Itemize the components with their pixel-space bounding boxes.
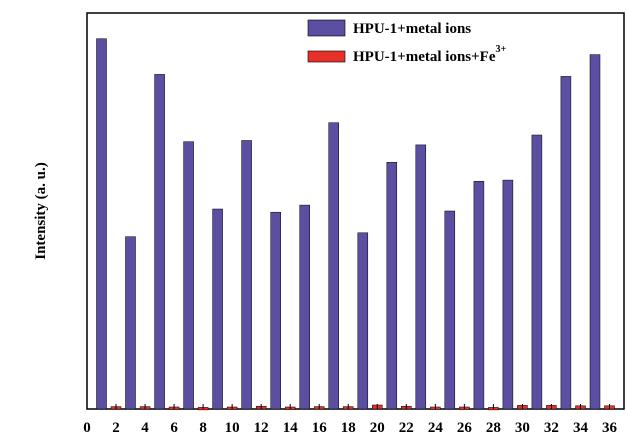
x-tick-label-8: 8 [199, 420, 207, 436]
legend-label-series-1: HPU-1+metal ions [353, 21, 471, 37]
x-tick-label-26: 26 [457, 420, 473, 436]
bar-series-1-x-9 [212, 208, 223, 410]
bar-series-1-x-17 [328, 122, 339, 410]
x-tick-label-34: 34 [573, 420, 589, 436]
bars-group [96, 38, 615, 411]
x-tick-label-32: 32 [544, 420, 559, 436]
bar-series-1-x-29 [502, 179, 514, 410]
x-tick-label-16: 16 [312, 420, 328, 436]
bar-series-1-x-15 [299, 204, 310, 410]
bar-series-1-x-5 [154, 74, 165, 410]
bar-series-1-x-33 [560, 76, 572, 410]
x-tick-label-0: 0 [83, 420, 91, 436]
x-tick-label-10: 10 [225, 420, 240, 436]
x-tick-label-30: 30 [515, 420, 530, 436]
x-tick-label-4: 4 [141, 420, 149, 436]
bar-series-1-x-13 [270, 211, 281, 410]
bar-series-1-x-31 [531, 134, 543, 410]
bar-series-1-x-1 [96, 38, 107, 410]
x-tick-label-2: 2 [112, 420, 120, 436]
x-tick-label-20: 20 [370, 420, 385, 436]
legend: HPU-1+metal ions HPU-1+metal ions+Fe3+ [307, 19, 507, 65]
x-tick-label-22: 22 [399, 420, 414, 436]
bar-series-1-x-3 [125, 236, 136, 410]
y-axis-label: Intensity (a. u.) [33, 162, 49, 260]
x-tick-label-14: 14 [283, 420, 299, 436]
bar-series-1-x-21 [386, 162, 398, 410]
legend-swatch-series-1 [307, 19, 346, 37]
bar-series-1-x-27 [473, 181, 485, 410]
legend-label-series-2: HPU-1+metal ions+Fe3+ [353, 44, 507, 65]
legend-swatch-series-2 [307, 50, 346, 63]
x-tick-label-12: 12 [254, 420, 269, 436]
x-tick-label-36: 36 [602, 420, 618, 436]
bar-series-1-x-11 [241, 140, 252, 410]
legend-label-series-2-superscript: 3+ [496, 44, 507, 55]
bar-series-1-x-7 [183, 141, 194, 410]
bar-series-1-x-35 [589, 54, 601, 410]
x-axis-ticks: 0 2 4 6 8 10 12 14 16 18 20 22 24 26 28 30 32 34 36 [83, 404, 617, 436]
bar-series-1-x-23 [415, 144, 427, 410]
bar-series-1-x-25 [444, 210, 456, 410]
x-tick-label-6: 6 [170, 420, 178, 436]
x-tick-label-24: 24 [428, 420, 444, 436]
x-tick-label-28: 28 [486, 420, 501, 436]
plot-frame [86, 12, 625, 410]
bar-series-1-x-19 [357, 232, 369, 410]
x-tick-label-18: 18 [341, 420, 356, 436]
legend-label-series-2-text: HPU-1+metal ions+Fe [353, 49, 496, 65]
